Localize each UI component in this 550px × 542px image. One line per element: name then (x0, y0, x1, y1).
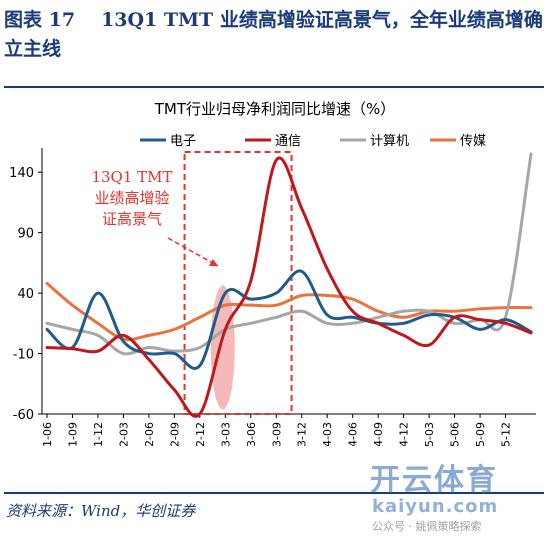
series-line-4 (45, 281, 533, 342)
figure-title: 图表 17 13Q1 TMT 业绩高增验证高景气，全年业绩高增确立主线 (4, 6, 544, 64)
title-divider (4, 86, 544, 88)
highlight-box (183, 151, 293, 415)
figure-title-text: 13Q1 TMT 业绩高增验证高景气，全年业绩高增确立主线 (4, 9, 543, 60)
x-tick-label-7: 2013-03 (219, 422, 232, 446)
y-tick-label-0: -60 (13, 408, 34, 423)
x-tick-label-1: 2011-09 (66, 422, 79, 446)
x-tick-label-8: 2013-06 (245, 422, 258, 446)
x-tick-label-11: 2014-03 (321, 422, 334, 446)
y-tick-label-4: 140 (9, 166, 34, 181)
y-tick-label-2: 40 (17, 287, 34, 302)
x-tick-label-9: 2013-09 (270, 422, 283, 446)
x-tick-label-4: 2012-06 (143, 422, 156, 446)
annotation-line-2: 业绩高增验 (94, 189, 169, 207)
y-tick-label-1: -10 (13, 348, 34, 363)
chart-title: TMT行业归母净利润同比增速（%） (154, 100, 396, 118)
legend-label-3: 计算机 (370, 134, 409, 149)
y-tick-label-3: 90 (17, 227, 34, 242)
x-tick-label-13: 2014-09 (372, 422, 385, 446)
legend-label-1: 电子 (170, 134, 196, 149)
watermark-site: kaiyun.com (372, 496, 499, 517)
series-line-2 (45, 156, 533, 418)
line-chart: TMT行业归母净利润同比增速（%） 电子 通信 计算机 传媒 -60 -10 40 90 140 2… (9, 100, 536, 446)
series-line-3 (45, 152, 533, 356)
x-tick-label-2: 2011-12 (92, 422, 105, 446)
x-tick-label-5: 2012-09 (168, 422, 181, 446)
series-line-1 (45, 269, 533, 370)
source-note: 资料来源：Wind，华创证券 (6, 502, 196, 520)
x-tick-label-15: 2015-03 (423, 422, 436, 446)
annotation-arrow (167, 237, 219, 267)
watermark-wechat: 公众号 · 姚佩策略探索 (372, 520, 482, 533)
x-tick-label-17: 2015-09 (474, 422, 487, 446)
x-tick-label-12: 2014-06 (347, 422, 360, 446)
legend-label-4: 传媒 (460, 134, 486, 149)
figure-label: 图表 17 (4, 9, 76, 31)
x-tick-label-0: 2011-06 (41, 422, 54, 446)
x-tick-label-10: 2013-12 (296, 422, 309, 446)
watermark-brand: 开云体育 (370, 463, 498, 498)
x-tick-label-3: 2012-03 (117, 422, 130, 446)
annotation-line-3: 证高景气 (102, 210, 162, 228)
x-tick-label-18: 2015-12 (500, 422, 513, 446)
annotation-arrowhead (209, 259, 218, 266)
x-tick-label-6: 2012-12 (194, 422, 207, 446)
annotation-line-1: 13Q1 TMT (91, 168, 172, 186)
footer-divider (4, 492, 544, 494)
x-tick-label-14: 2014-12 (398, 422, 411, 446)
legend-label-2: 通信 (275, 134, 301, 149)
x-tick-label-16: 2015-06 (449, 422, 462, 446)
